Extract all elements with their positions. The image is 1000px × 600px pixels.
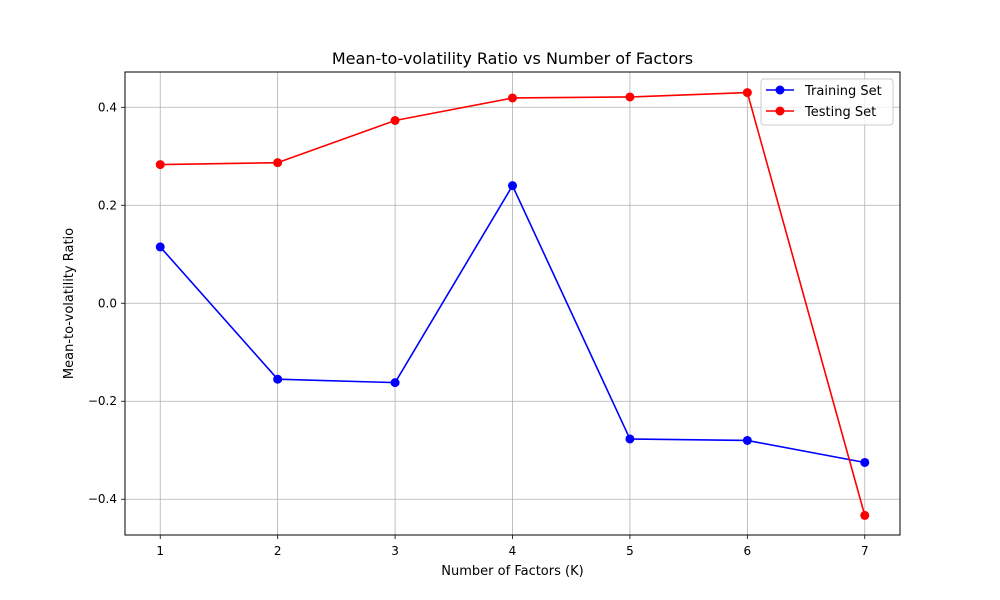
y-axis-label: Mean-to-volatility Ratio — [62, 228, 77, 379]
data-point-training-set — [860, 457, 870, 467]
data-point-testing-set — [508, 93, 517, 103]
x-tick-label: 7 — [861, 544, 869, 558]
axis-ticks: 1 2 3 4 5 6 7 −0.4 −0.2 0.0 0.2 0.4 — [88, 100, 869, 558]
data-point-training-set — [625, 434, 635, 444]
legend-marker-training — [775, 85, 785, 95]
y-tick-label: 0.2 — [98, 198, 117, 212]
x-tick-label: 2 — [274, 544, 282, 558]
data-point-training-set — [273, 374, 283, 384]
x-tick-label: 1 — [156, 544, 164, 558]
y-tick-label: 0.0 — [98, 296, 117, 310]
data-point-testing-set — [625, 92, 635, 102]
legend-marker-testing — [775, 106, 785, 116]
x-tick-label: 4 — [509, 544, 517, 558]
data-point-training-set — [155, 242, 165, 252]
y-tick-label: −0.2 — [88, 394, 117, 408]
data-point-testing-set — [273, 158, 283, 168]
chart-title: Mean-to-volatility Ratio vs Number of Fa… — [332, 49, 693, 68]
data-point-testing-set — [860, 510, 870, 520]
data-point-testing-set — [742, 88, 752, 98]
legend-label-training: Training Set — [804, 84, 882, 99]
data-point-testing-set — [390, 116, 400, 126]
data-point-testing-set — [155, 160, 165, 170]
y-tick-label: −0.4 — [88, 492, 117, 506]
x-axis-label: Number of Factors (K) — [441, 564, 583, 579]
x-tick-label: 6 — [744, 544, 752, 558]
series-markers — [155, 88, 870, 520]
x-tick-label: 3 — [391, 544, 399, 558]
plot-frame — [124, 71, 901, 536]
legend-label-testing: Testing Set — [804, 105, 876, 120]
grid-lines — [125, 72, 900, 535]
data-point-training-set — [390, 378, 400, 388]
data-point-training-set — [508, 181, 517, 191]
legend: Training Set Testing Set — [760, 78, 894, 126]
x-tick-label: 5 — [626, 544, 634, 558]
y-tick-label: 0.4 — [98, 100, 117, 114]
data-point-training-set — [742, 435, 752, 445]
